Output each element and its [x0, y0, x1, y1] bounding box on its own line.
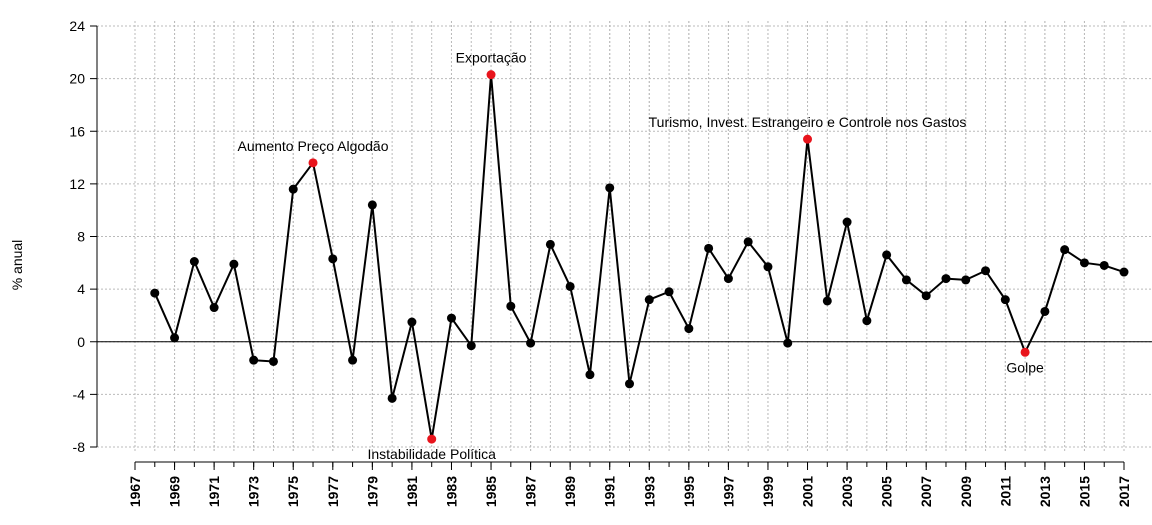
y-tick-label: 20 [69, 71, 85, 87]
y-tick-label: 0 [77, 334, 85, 350]
point [605, 183, 615, 193]
point [1119, 267, 1129, 277]
point [268, 356, 278, 366]
point [763, 262, 773, 272]
annotation: Instabilidade Política [367, 446, 496, 462]
x-tick-label: 2011 [997, 476, 1013, 507]
x-tick-label: 1969 [167, 476, 183, 507]
y-axis-label: % anual [9, 240, 25, 291]
point [1099, 260, 1109, 270]
point [249, 355, 259, 365]
point [625, 379, 634, 389]
x-tick-label: 1977 [325, 476, 341, 507]
point [526, 338, 536, 348]
point [1020, 347, 1030, 357]
point [189, 256, 199, 266]
y-tick-label: -4 [73, 386, 86, 402]
annotation: Turismo, Invest. Estrangeiro e Controle … [649, 114, 967, 130]
point [288, 184, 298, 194]
y-tick-label: 8 [77, 229, 85, 245]
y-tick-label: 24 [69, 18, 85, 34]
point [644, 295, 654, 305]
point [348, 355, 358, 365]
x-tick-label: 1991 [602, 476, 618, 507]
point [941, 274, 951, 284]
point [466, 341, 476, 351]
x-tick-label: 1983 [443, 476, 459, 507]
point [229, 259, 239, 269]
point [842, 217, 852, 227]
point [704, 243, 714, 253]
x-tick-label: 1989 [562, 476, 578, 507]
point [882, 250, 892, 260]
x-tick-label: 1973 [246, 476, 262, 507]
x-tick-label: 1967 [127, 476, 143, 507]
point [822, 296, 832, 306]
point [209, 303, 219, 313]
y-tick-label: 16 [69, 123, 85, 139]
x-tick-label: 2013 [1037, 476, 1053, 507]
x-tick-label: 1981 [404, 476, 420, 507]
point [446, 313, 456, 323]
x-tick-label: 1987 [523, 476, 539, 507]
point [723, 274, 733, 284]
y-tick-label: 4 [77, 281, 85, 297]
point [743, 237, 753, 247]
point [387, 393, 397, 403]
y-tick-label: 12 [69, 176, 85, 192]
point [427, 434, 437, 444]
point [367, 200, 377, 210]
point [308, 158, 318, 168]
x-tick-label: 2007 [918, 476, 934, 507]
point [862, 316, 872, 326]
point [803, 134, 813, 144]
point [565, 281, 575, 291]
line [153, 74, 1125, 440]
point [901, 275, 911, 285]
point [921, 291, 931, 301]
point [150, 288, 160, 298]
x-tick-label: 2001 [800, 476, 816, 507]
x-tick-label: 2015 [1076, 476, 1092, 507]
x-tick-label: 1979 [364, 476, 380, 507]
y-tick-label: -8 [73, 439, 86, 455]
point [664, 287, 674, 297]
point [1079, 258, 1089, 268]
point [1000, 295, 1010, 305]
point [684, 324, 694, 334]
annotation: Aumento Preço Algodão [238, 138, 389, 154]
annotation: Exportação [456, 50, 527, 66]
x-tick-label: 2003 [839, 476, 855, 507]
point [1040, 306, 1050, 316]
x-tick-label: 1997 [720, 476, 736, 507]
x-tick-label: 2017 [1116, 476, 1132, 507]
x-tick-label: 1995 [681, 476, 697, 507]
point [328, 254, 338, 264]
point [1060, 245, 1070, 255]
point [486, 70, 496, 80]
point [961, 275, 971, 285]
point [407, 317, 417, 327]
x-tick-label: 2009 [958, 476, 974, 507]
point [981, 266, 991, 276]
x-tick-label: 1985 [483, 476, 499, 507]
x-tick-label: 1999 [760, 476, 776, 507]
point [545, 239, 555, 249]
annotation: Golpe [1006, 359, 1044, 375]
point [170, 333, 180, 343]
x-tick-label: 1971 [206, 476, 222, 507]
point [585, 370, 595, 380]
point [506, 301, 516, 311]
x-tick-label: 1993 [641, 476, 657, 507]
point [783, 338, 793, 348]
x-tick-label: 2005 [879, 476, 895, 507]
x-tick-label: 1975 [285, 476, 301, 507]
